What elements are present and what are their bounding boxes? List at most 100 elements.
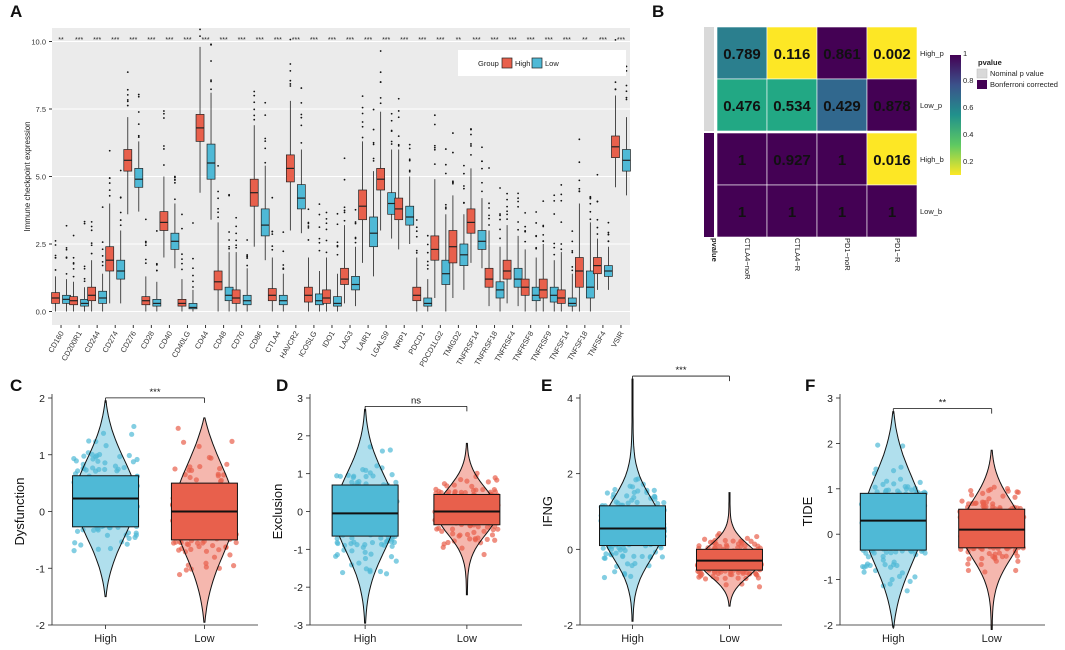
outlier-point [470, 143, 472, 145]
point-high [362, 549, 368, 555]
significance-label: *** [256, 37, 264, 44]
point-high [95, 527, 101, 533]
point-high [908, 487, 915, 493]
point-high [891, 481, 897, 487]
point-high [349, 535, 355, 541]
point-low [462, 490, 468, 496]
point-low [193, 477, 199, 483]
outlier-point [300, 142, 303, 144]
box-high [859, 492, 927, 551]
y-tick-label: -2 [294, 582, 303, 594]
point-low [172, 466, 178, 472]
outlier-point [372, 157, 375, 160]
point-high [90, 465, 96, 471]
outlier-point [246, 239, 249, 241]
box-high [466, 208, 476, 234]
outlier-point [83, 222, 86, 225]
outlier-point [217, 190, 219, 193]
point-high [104, 532, 111, 538]
significance-label: *** [382, 37, 390, 44]
outlier-point [607, 233, 610, 236]
point-low [492, 475, 498, 481]
y-tick-label: 7.5 [36, 105, 46, 114]
outlier-point [235, 232, 238, 235]
outlier-point [83, 265, 86, 268]
outlier-point [488, 214, 490, 217]
y-tick-label: 5.0 [36, 173, 46, 182]
point-high [620, 553, 626, 559]
outlier-point [354, 236, 357, 239]
outlier-point [408, 170, 411, 173]
heatmap-cell [766, 184, 818, 238]
outlier-point [535, 247, 538, 250]
legend-swatch-nominal [976, 68, 988, 79]
point-low [464, 478, 470, 484]
significance-label: *** [75, 37, 83, 44]
point-low [464, 531, 471, 538]
point-high [72, 540, 78, 546]
outlier-point [397, 143, 400, 146]
panel-label-e: E [541, 376, 553, 395]
outlier-point [354, 208, 357, 211]
point-low [218, 477, 224, 483]
outlier-point [144, 244, 147, 247]
outlier-point [264, 140, 267, 143]
outlier-point [246, 264, 249, 267]
outlier-point [535, 211, 538, 213]
outlier-point [343, 211, 346, 214]
outlier-point [426, 267, 429, 270]
outlier-point [444, 206, 447, 209]
point-high [377, 568, 384, 575]
outlier-point [596, 218, 599, 221]
outlier-point [54, 244, 57, 246]
point-high [370, 473, 376, 479]
outlier-point [379, 81, 382, 83]
box-low [278, 294, 288, 306]
outlier-point [72, 275, 75, 278]
outlier-point [607, 221, 610, 224]
outlier-point [499, 214, 501, 217]
point-high [78, 542, 84, 548]
outlier-point [325, 239, 328, 242]
point-low [755, 575, 762, 581]
point-high [117, 453, 123, 460]
outlier-point [488, 207, 490, 209]
y-tick-label: 0 [567, 544, 573, 556]
outlier-point [163, 110, 165, 112]
x-tick-label: CD274 [100, 330, 119, 355]
y-axis-title: Exclusion [270, 484, 285, 540]
outlier-point [390, 112, 393, 115]
point-high [900, 443, 906, 449]
outlier-point [361, 106, 364, 109]
point-low [735, 575, 741, 581]
outlier-point [596, 200, 599, 203]
outlier-point [452, 182, 454, 185]
outlier-point [433, 114, 436, 117]
point-low [489, 532, 496, 538]
outlier-point [415, 249, 418, 252]
box-high [430, 235, 440, 261]
outlier-point [246, 257, 249, 260]
outlier-point [72, 256, 75, 259]
point-high [388, 554, 395, 560]
legend-swatch-high [501, 57, 513, 69]
box-low [369, 216, 378, 248]
outlier-point [307, 226, 310, 229]
point-low [188, 546, 194, 552]
outlier-point [481, 160, 483, 163]
point-low [979, 555, 985, 562]
y-axis-title: Immune checkpoint expression [23, 121, 32, 231]
point-high [629, 562, 635, 569]
outlier-point [361, 112, 364, 115]
outlier-point [506, 205, 508, 208]
point-low [752, 541, 758, 547]
outlier-point [217, 211, 219, 214]
point-high [888, 550, 894, 556]
box-high [412, 286, 422, 302]
point-high [350, 474, 356, 480]
point-high [864, 561, 871, 567]
outlier-point [101, 248, 104, 251]
annotation-cell [704, 133, 714, 185]
outlier-point [470, 153, 472, 156]
x-tick-label: High [882, 633, 905, 645]
